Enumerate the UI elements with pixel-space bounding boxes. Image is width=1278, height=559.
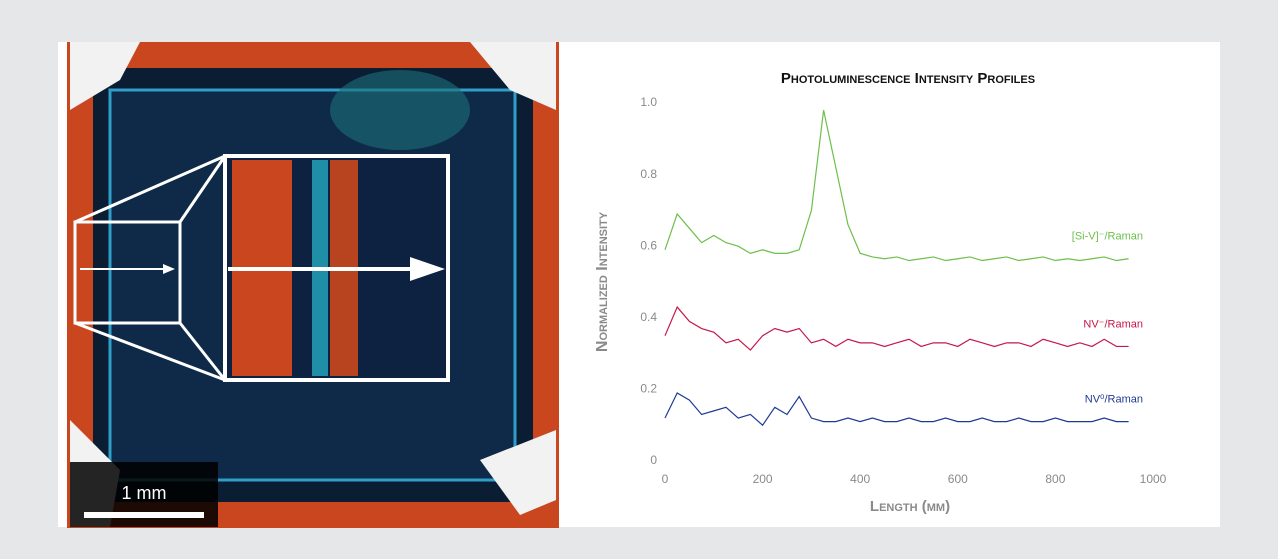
y-axis-label: Normalized Intensity [594, 211, 611, 352]
series-line [664, 305, 1129, 351]
x-axis-label: Length (µm) [870, 498, 950, 515]
x-tick-label: 200 [753, 472, 773, 486]
x-tick-label: 600 [948, 472, 968, 486]
series-line [664, 110, 1129, 262]
x-tick-label: 800 [1045, 472, 1065, 486]
y-tick-label: 0.2 [640, 382, 657, 396]
series-line [664, 392, 1129, 427]
photo: 1 mm [67, 42, 559, 528]
y-tick-label: 0.4 [640, 310, 657, 324]
chart-title: Photoluminescence Intensity Profiles [781, 70, 1035, 87]
y-tick-label: 0 [650, 453, 657, 467]
y-tick-label: 0.6 [640, 238, 657, 252]
y-tick-label: 1.0 [640, 95, 657, 109]
series-label: NV⁰/Raman [1085, 394, 1143, 406]
scale-bar-label: 1 mm [122, 483, 167, 503]
series-label: [Si-V]⁻/Raman [1072, 231, 1143, 243]
series-label: NV⁻/Raman [1083, 318, 1143, 330]
x-tick-label: 0 [662, 472, 669, 486]
y-tick-label: 0.8 [640, 167, 657, 181]
x-tick-label: 400 [850, 472, 870, 486]
x-tick-label: 1000 [1140, 472, 1167, 486]
